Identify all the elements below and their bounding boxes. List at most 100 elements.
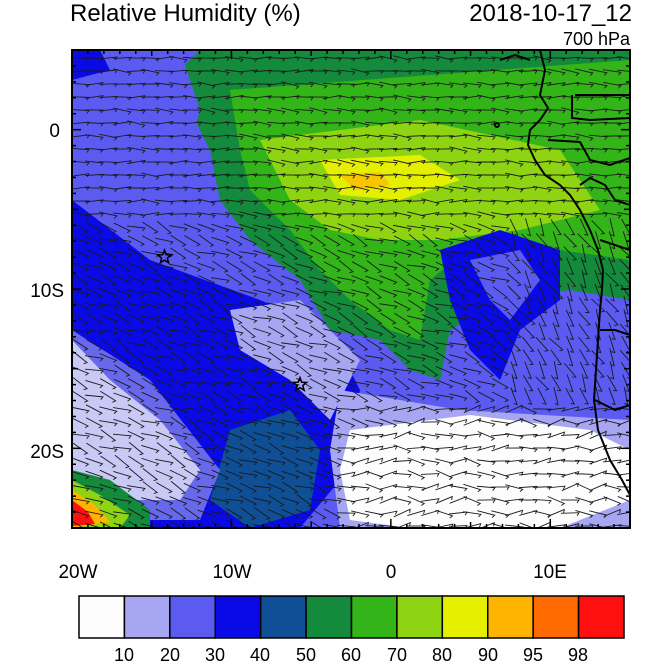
wind-barb [534,272,550,287]
wind-barb [295,404,314,416]
wind-barb [295,523,314,528]
wind-barb [169,432,188,440]
wind-barb [239,69,258,74]
wind-barb [393,173,412,180]
wind-barb [169,55,188,63]
wind-barb [394,273,411,287]
wind-barb [169,469,188,481]
wind-barb [520,311,536,326]
wind-barb [407,417,425,427]
wind-barb [351,510,370,518]
wind-barb [99,328,118,336]
wind-barb [323,456,342,468]
wind-barb [127,108,146,115]
wind-barb [224,498,244,504]
wind-barb [323,108,342,114]
wind-barb [267,508,286,519]
wind-barb [421,393,440,401]
wind-barb [295,352,313,364]
wind-barb [154,161,174,166]
wind-barb [421,198,440,207]
wind-barb [225,431,244,441]
wind-barb [365,405,384,415]
wind-barb [476,147,496,153]
wind-barb [539,218,545,237]
wind-barb [197,391,215,403]
wind-barb [463,146,482,154]
wind-barb [565,218,576,236]
wind-barb [184,442,201,456]
wind-barb [449,433,468,440]
wind-barb [490,161,510,165]
wind-barb [197,485,216,491]
wind-barb [155,107,174,115]
wind-barb [239,353,258,363]
wind-barb [267,288,286,298]
wind-barb [253,432,272,441]
wind-barb [420,121,440,126]
wind-barb [99,420,118,427]
wind-barb [266,121,286,127]
wind-barb [310,325,327,338]
wind-barb [463,82,482,89]
wind-barb [240,507,257,521]
wind-barb [504,212,524,217]
wind-barb [491,69,510,76]
wind-barb [323,290,342,296]
wind-barb [225,339,244,350]
wind-barb [463,433,482,438]
wind-barb [491,391,510,403]
wind-barb [142,377,159,390]
station-star-marker [291,375,309,393]
wind-barb [478,312,495,326]
wind-barb [267,381,286,388]
wind-barb [525,218,532,237]
wind-barb [491,329,510,336]
wind-barb [323,508,341,520]
wind-barb [156,442,173,456]
wind-barb [84,70,104,75]
wind-barb [295,431,314,441]
wind-barb [113,107,132,115]
wind-barb [581,374,587,393]
wind-barb [491,497,510,506]
wind-barb [434,135,454,139]
wind-barb [113,327,132,337]
wind-barb [197,274,216,285]
wind-barb [449,354,468,362]
wind-barb [142,221,159,234]
wind-barb [142,403,159,416]
wind-barb [547,199,566,204]
wind-barb [253,95,272,100]
wind-barb [420,473,440,477]
wind-barb [225,456,244,468]
wind-barb [183,381,202,388]
wind-barb [112,174,132,179]
wind-barb [519,418,538,428]
wind-barb [420,421,440,426]
wind-barb [85,380,104,389]
wind-barb [491,470,510,480]
wind-barb [127,289,146,298]
wind-barb [295,212,314,219]
wind-barb [511,231,517,250]
wind-barb [560,148,580,152]
wind-barb [323,313,342,325]
wind-barb [506,272,522,287]
wind-barb [267,185,286,190]
wind-barb [617,121,630,125]
wind-barb [238,122,258,126]
wind-barb [366,312,383,325]
wind-barb [155,508,174,520]
wind-barb [464,338,481,351]
wind-barb [449,82,468,89]
wind-barb [197,457,216,467]
wind-barb [603,186,622,191]
wind-barb [155,315,174,323]
wind-barb [112,148,132,153]
wind-barb [435,237,454,245]
wind-barb [170,416,187,429]
wind-barb [113,378,132,390]
cb-label-95: 95 [523,645,543,665]
wind-barb [84,109,104,114]
